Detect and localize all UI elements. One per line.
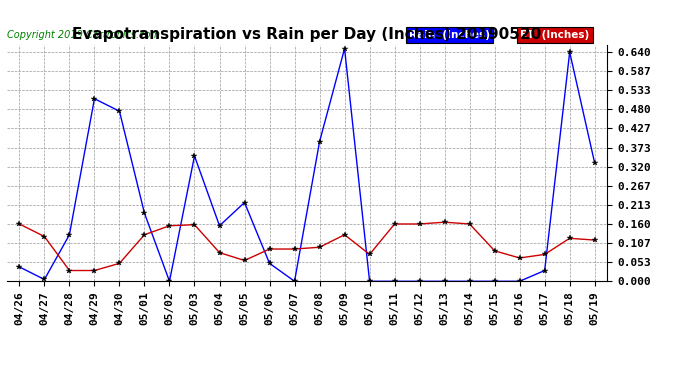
Text: Copyright 2019 Cartronics.com: Copyright 2019 Cartronics.com xyxy=(7,30,160,40)
Title: Evapotranspiration vs Rain per Day (Inches) 20190520: Evapotranspiration vs Rain per Day (Inch… xyxy=(72,27,542,42)
Text: ET  (Inches): ET (Inches) xyxy=(520,30,589,40)
Text: Rain  (Inches): Rain (Inches) xyxy=(409,30,490,40)
